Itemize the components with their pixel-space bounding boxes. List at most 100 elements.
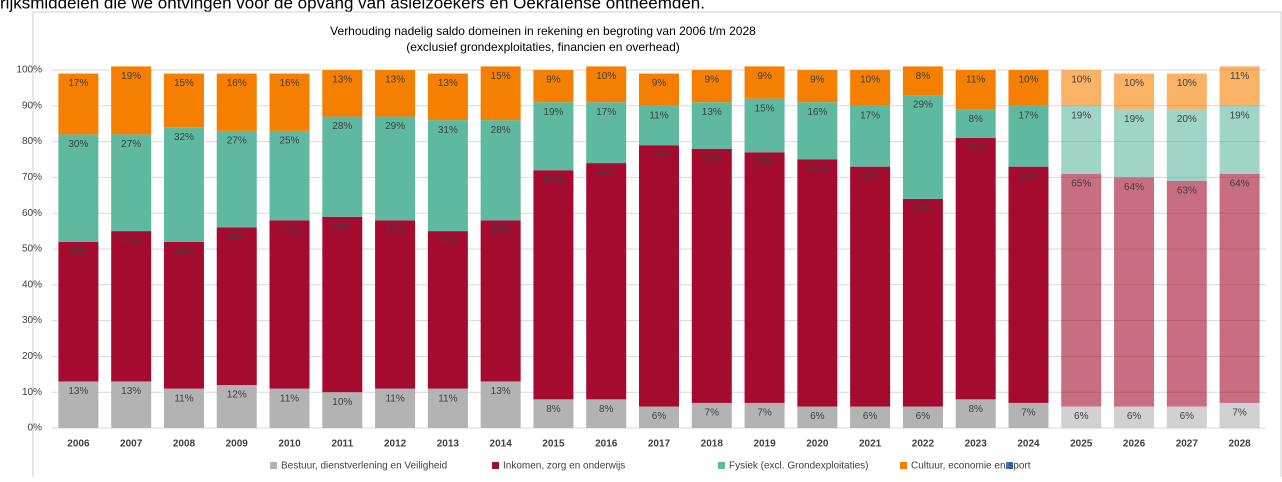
bar-segment — [797, 70, 838, 103]
bar-segment — [269, 220, 310, 389]
data-label: 31% — [438, 125, 458, 136]
bar-segment — [111, 134, 152, 232]
y-tick-label: 100% — [16, 65, 42, 76]
y-tick-label: 0% — [28, 423, 43, 434]
bar-segment — [111, 381, 152, 428]
bar-segment — [533, 399, 574, 428]
bar-segment — [58, 381, 99, 428]
bar-segment — [744, 98, 785, 153]
data-label: 19% — [543, 107, 563, 118]
chart-frame — [32, 11, 1282, 482]
data-label: 44% — [438, 236, 458, 247]
data-label: 11% — [280, 393, 299, 404]
data-label: 25% — [280, 136, 300, 147]
data-label: 10% — [1018, 75, 1038, 86]
bar-segment — [955, 70, 996, 110]
bar-segment — [850, 105, 891, 167]
data-label: 70% — [755, 157, 775, 168]
data-label: 44% — [227, 232, 247, 243]
x-tick-label: 2025 — [1070, 439, 1093, 450]
bar-segment — [850, 406, 891, 428]
x-tick-label: 2013 — [437, 439, 460, 450]
data-label: 9% — [652, 78, 667, 89]
data-label: 7% — [757, 408, 772, 419]
bar-segment — [216, 73, 257, 131]
bar-segment — [1114, 109, 1155, 178]
data-label: 11% — [966, 75, 985, 86]
data-label: 17% — [860, 110, 880, 121]
x-tick-label: 2008 — [173, 439, 196, 450]
bar-segment — [216, 385, 257, 428]
bar-segment — [1166, 406, 1207, 428]
data-label: 66% — [596, 168, 616, 179]
data-label: 16% — [280, 78, 300, 89]
bar-segment — [58, 73, 99, 135]
data-label: 10% — [1124, 78, 1144, 89]
data-label: 71% — [702, 153, 722, 164]
bar-segment — [322, 116, 363, 217]
x-tick-label: 2026 — [1123, 439, 1146, 450]
x-tick-label: 2017 — [648, 439, 671, 450]
bar-segment — [1008, 402, 1049, 428]
data-label: 6% — [810, 411, 825, 422]
data-label: 7% — [705, 408, 720, 419]
legend-label: Fysiek (excl. Grondexploitaties) — [729, 461, 869, 472]
data-label: 8% — [599, 404, 614, 415]
data-label: 9% — [546, 75, 561, 86]
data-label: 64% — [1230, 178, 1250, 189]
data-label: 64% — [1124, 182, 1144, 193]
data-label: 49% — [332, 221, 352, 232]
bar-segment — [1114, 177, 1155, 407]
bar-segment — [322, 392, 363, 428]
bar-segment — [1008, 166, 1049, 403]
bar-segment — [639, 105, 679, 146]
data-label: 9% — [810, 75, 825, 86]
data-label: 6% — [652, 411, 667, 422]
bar-segment — [797, 102, 838, 160]
x-tick-label: 2023 — [965, 439, 988, 450]
bar-segment — [533, 170, 574, 400]
data-label: 13% — [385, 75, 405, 86]
bar-segment — [586, 66, 627, 103]
data-label: 10% — [1071, 75, 1091, 86]
x-tick-label: 2010 — [278, 439, 301, 450]
bar-segment — [639, 145, 679, 407]
data-label: 11% — [385, 393, 404, 404]
legend-label: Bestuur, dienstverlening en Veiligheid — [281, 461, 447, 472]
x-tick-label: 2014 — [490, 439, 513, 450]
data-label: 11% — [1230, 71, 1249, 82]
bar-segment — [955, 138, 996, 400]
bar-segment — [322, 70, 363, 117]
header-text: rijksmiddelen die we ontvingen voor de o… — [0, 0, 705, 12]
data-label: 19% — [121, 71, 141, 82]
data-label: 11% — [174, 393, 193, 404]
bar-segment — [691, 102, 732, 149]
bar-segment — [1219, 105, 1260, 174]
bar-segment — [480, 120, 521, 221]
data-label: 19% — [1071, 110, 1091, 121]
bar-segment — [163, 388, 204, 428]
bar-segment — [480, 220, 521, 382]
bar-segment — [533, 70, 574, 103]
bar-segment — [850, 166, 891, 407]
bar-segment — [427, 388, 468, 428]
data-label: 13% — [491, 386, 511, 397]
bar-segment — [955, 109, 996, 139]
data-label: 19% — [1230, 110, 1250, 121]
legend-swatch — [270, 462, 277, 469]
bar-segment — [902, 66, 943, 96]
x-tick-label: 2021 — [859, 439, 882, 450]
bar-segment — [850, 70, 891, 106]
data-label: 32% — [174, 132, 194, 143]
bar-segment — [163, 241, 204, 389]
data-label: 27% — [121, 139, 141, 150]
data-label: 73% — [649, 150, 669, 161]
legend-swatch — [718, 462, 725, 469]
x-tick-label: 2007 — [120, 439, 143, 450]
bar-segment — [744, 152, 785, 403]
bar-segment — [1166, 180, 1207, 407]
data-label: 10% — [860, 75, 880, 86]
data-label: 28% — [332, 121, 352, 132]
bar-segment — [163, 127, 204, 242]
